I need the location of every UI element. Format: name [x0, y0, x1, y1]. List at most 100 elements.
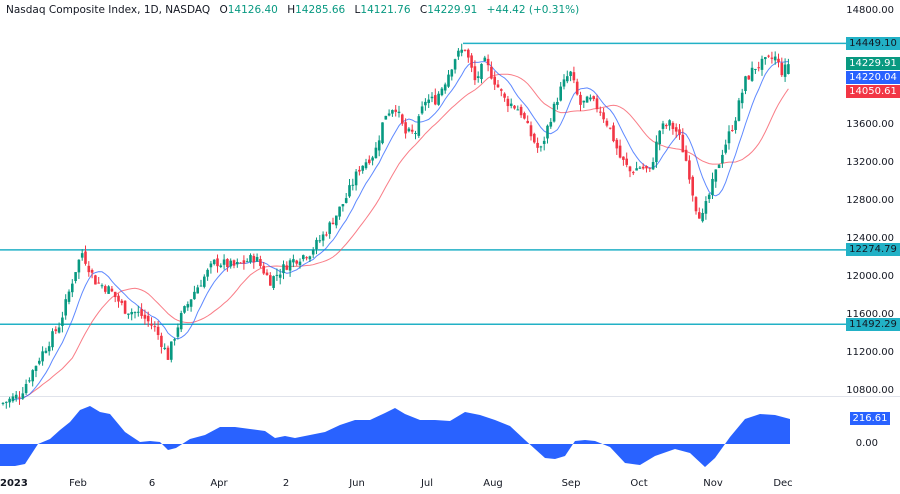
candle: [262, 262, 265, 275]
low-label: L: [354, 4, 361, 16]
candle: [120, 298, 124, 306]
price-tick: 13200.00: [846, 157, 894, 168]
candle: [612, 122, 615, 143]
candle: [374, 142, 378, 159]
candle: [371, 155, 374, 166]
candle: [721, 149, 724, 168]
candle: [731, 125, 734, 132]
candle: [189, 299, 193, 312]
price-tick: 12800.00: [846, 195, 894, 206]
candle: [681, 128, 685, 153]
candle: [625, 152, 628, 168]
price-tick: 14800.00: [846, 5, 894, 16]
candle: [311, 247, 315, 258]
candle: [140, 303, 143, 319]
candle: [757, 61, 760, 72]
resistance-level-tag: 14449.10: [846, 37, 900, 50]
candle: [321, 231, 325, 247]
candle: [176, 323, 180, 340]
candle: [255, 253, 259, 262]
candle: [242, 255, 246, 270]
high-label: H: [287, 4, 296, 16]
candle: [127, 313, 130, 319]
candle: [212, 259, 216, 266]
candle: [648, 167, 652, 172]
candle: [460, 43, 463, 57]
candle: [384, 115, 388, 120]
candle: [302, 254, 305, 262]
candle: [427, 94, 430, 109]
candle: [483, 55, 487, 62]
candle: [615, 138, 619, 155]
candle: [104, 284, 107, 294]
candle: [51, 328, 54, 351]
candle: [203, 274, 206, 289]
candle: [777, 53, 780, 68]
candle: [160, 332, 163, 354]
candle: [193, 285, 196, 300]
candle: [288, 258, 292, 277]
candle: [229, 258, 232, 269]
candle: [130, 308, 133, 321]
candle: [539, 145, 543, 152]
candle: [80, 249, 84, 261]
candle: [434, 88, 437, 106]
candle: [622, 156, 625, 166]
candle: [28, 377, 31, 383]
candle: [476, 71, 480, 83]
oscillator-zero-label: 0.00: [855, 438, 878, 449]
candle: [559, 81, 562, 102]
candle: [747, 75, 751, 80]
candle: [628, 165, 632, 178]
candle: [354, 169, 358, 191]
fast-moving-average-line: [12, 61, 789, 401]
candle: [740, 88, 744, 109]
candle: [424, 98, 427, 111]
candle: [239, 262, 242, 264]
time-label: Sep: [561, 478, 581, 489]
candle: [226, 258, 229, 272]
time-label: Jul: [420, 478, 434, 489]
time-label: 2023: [0, 478, 28, 489]
candle: [566, 70, 569, 84]
candle: [97, 276, 100, 284]
candle: [153, 321, 157, 332]
candle: [651, 157, 655, 171]
candle: [341, 203, 345, 212]
candle: [480, 63, 483, 84]
candle: [754, 68, 757, 74]
candle: [298, 258, 302, 269]
candle: [344, 192, 348, 204]
candle: [394, 104, 397, 117]
candle: [206, 268, 209, 281]
candle: [470, 53, 473, 73]
candle: [602, 107, 605, 123]
candle: [430, 92, 434, 103]
candle: [143, 309, 147, 325]
candle: [335, 215, 338, 229]
candle: [110, 286, 114, 293]
fast-ma-tag: 14220.04: [846, 71, 900, 84]
candle: [546, 124, 549, 144]
price-tick: 12000.00: [846, 271, 894, 282]
time-label: Nov: [703, 478, 723, 489]
candle: [463, 49, 467, 52]
candle: [506, 95, 510, 113]
candle: [678, 124, 681, 140]
candle: [219, 263, 223, 269]
candle: [61, 311, 64, 333]
candle: [764, 56, 767, 65]
candle: [252, 253, 256, 269]
candle: [391, 109, 394, 117]
candle: [348, 178, 351, 198]
time-label: Feb: [69, 478, 87, 489]
candle: [526, 115, 529, 124]
candle: [493, 71, 496, 90]
candle: [54, 326, 58, 335]
candle: [513, 104, 516, 110]
candle: [417, 114, 421, 138]
candle: [575, 78, 579, 96]
candle: [661, 120, 665, 135]
